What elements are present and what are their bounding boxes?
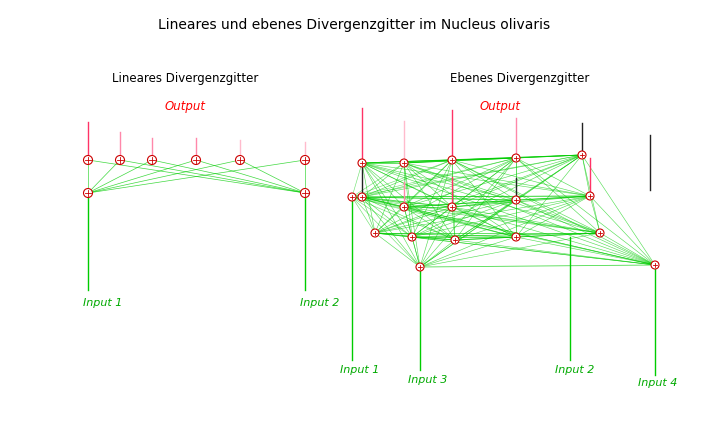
Text: Lineares und ebenes Divergenzgitter im Nucleus olivaris: Lineares und ebenes Divergenzgitter im N…: [158, 18, 550, 32]
Circle shape: [358, 193, 366, 201]
Text: Input 1: Input 1: [340, 365, 379, 375]
Circle shape: [115, 155, 125, 164]
Circle shape: [408, 233, 416, 241]
Circle shape: [586, 192, 594, 200]
Text: Output: Output: [164, 100, 205, 113]
Circle shape: [400, 203, 408, 211]
Circle shape: [651, 261, 659, 269]
Circle shape: [512, 196, 520, 204]
Circle shape: [371, 229, 379, 237]
Text: Input 2: Input 2: [300, 298, 339, 308]
Circle shape: [596, 229, 604, 237]
Circle shape: [451, 236, 459, 244]
Circle shape: [300, 188, 309, 197]
Text: Input 2: Input 2: [555, 365, 595, 375]
Circle shape: [358, 159, 366, 167]
Text: Lineares Divergenzgitter: Lineares Divergenzgitter: [112, 72, 258, 85]
Circle shape: [147, 155, 156, 164]
Circle shape: [191, 155, 200, 164]
Circle shape: [400, 159, 408, 167]
Circle shape: [512, 154, 520, 162]
Circle shape: [236, 155, 244, 164]
Circle shape: [416, 263, 424, 271]
Circle shape: [578, 151, 586, 159]
Text: Ebenes Divergenzgitter: Ebenes Divergenzgitter: [450, 72, 590, 85]
Circle shape: [84, 188, 93, 197]
Text: Output: Output: [479, 100, 520, 113]
Circle shape: [448, 156, 456, 164]
Circle shape: [348, 193, 356, 201]
Text: Input 4: Input 4: [638, 378, 678, 388]
Circle shape: [84, 155, 93, 164]
Circle shape: [512, 233, 520, 241]
Circle shape: [448, 203, 456, 211]
Text: Input 3: Input 3: [408, 375, 447, 385]
Circle shape: [300, 155, 309, 164]
Text: Input 1: Input 1: [83, 298, 122, 308]
